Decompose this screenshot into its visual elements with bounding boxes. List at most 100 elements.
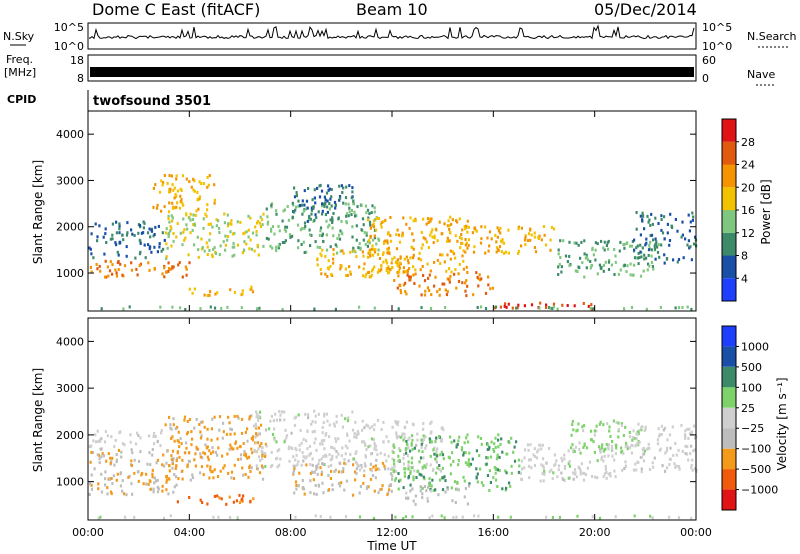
heatmap-cell	[279, 418, 282, 422]
heatmap-cell	[165, 270, 168, 274]
heatmap-cell	[248, 415, 252, 419]
heatmap-cell	[364, 204, 368, 208]
heatmap-cell	[237, 416, 240, 420]
heatmap-cell	[309, 463, 312, 466]
heatmap-cell	[402, 456, 405, 460]
heatmap-cell	[265, 444, 268, 448]
heatmap-cell	[309, 244, 312, 248]
heatmap-cell	[635, 246, 638, 250]
heatmap-cell	[409, 449, 412, 453]
heatmap-cell	[462, 451, 466, 455]
heatmap-cell	[260, 423, 263, 427]
heatmap-cell	[529, 458, 532, 462]
heatmap-cell	[160, 209, 163, 213]
heatmap-cell	[121, 442, 124, 446]
heatmap-cell	[634, 462, 637, 466]
heatmap-cell	[432, 448, 435, 452]
heatmap-cell	[243, 240, 246, 244]
heatmap-cell	[167, 235, 170, 238]
heatmap-cell	[142, 226, 145, 230]
heatmap-cell	[147, 243, 150, 247]
heatmap-cell	[372, 219, 376, 223]
heatmap-cell	[114, 268, 117, 272]
heatmap-cell	[355, 450, 358, 454]
heatmap-cell	[278, 229, 281, 233]
heatmap-cell	[658, 255, 661, 259]
heatmap-cell	[336, 251, 339, 255]
heatmap-cell	[100, 490, 104, 494]
heatmap-cell	[344, 267, 347, 271]
freq-label-line1: Freq.	[6, 53, 34, 66]
heatmap-cell	[183, 238, 186, 242]
heatmap-cell	[200, 420, 203, 424]
heatmap-cell	[229, 222, 232, 226]
heatmap-cell	[500, 250, 503, 254]
heatmap-cell	[304, 412, 307, 416]
heatmap-cell	[258, 471, 262, 475]
heatmap-cell	[111, 456, 114, 460]
heatmap-cell	[643, 452, 646, 456]
heatmap-cell	[265, 236, 268, 240]
heatmap-cell	[98, 264, 101, 268]
heatmap-cell	[578, 467, 581, 471]
heatmap-cell	[413, 446, 416, 450]
heatmap-cell	[572, 450, 575, 454]
heatmap-cell	[231, 447, 234, 451]
heatmap-cell	[467, 461, 470, 465]
heatmap-cell	[494, 467, 497, 471]
heatmap-cell	[186, 420, 189, 423]
heatmap-cell	[425, 489, 428, 493]
heatmap-cell	[165, 255, 168, 259]
heatmap-cell	[300, 243, 303, 246]
heatmap-cell	[488, 445, 491, 449]
heatmap-cell	[264, 442, 267, 446]
heatmap-cell	[684, 237, 687, 241]
heatmap-cell	[89, 482, 92, 486]
heatmap-cell	[650, 212, 653, 216]
heatmap-cell	[206, 245, 209, 249]
heatmap-cell	[261, 454, 264, 458]
heatmap-cell	[182, 217, 185, 221]
heatmap-cell	[100, 455, 103, 459]
heatmap-cell	[249, 500, 252, 504]
heatmap-cell	[508, 481, 511, 485]
heatmap-cell	[88, 493, 91, 496]
heatmap-cell	[588, 460, 592, 464]
heatmap-cell	[464, 451, 467, 455]
heatmap-cell	[213, 201, 216, 205]
heatmap-cell	[369, 226, 372, 230]
heatmap-cell	[374, 476, 377, 480]
heatmap-cell	[325, 432, 328, 436]
heatmap-cell	[512, 450, 515, 454]
heatmap-cell	[426, 217, 429, 221]
heatmap-cell	[480, 442, 483, 446]
heatmap-cell	[578, 447, 581, 451]
heatmap-cell	[439, 253, 442, 257]
heatmap-cell	[373, 236, 377, 240]
heatmap-cell	[439, 262, 442, 265]
heatmap-cell	[642, 269, 645, 273]
heatmap-cell	[308, 453, 311, 457]
heatmap-cell	[368, 220, 372, 224]
heatmap-cell	[343, 488, 346, 492]
heatmap-cell	[178, 206, 182, 210]
heatmap-cell	[403, 474, 406, 478]
heatmap-cell	[520, 459, 523, 463]
heatmap-cell	[346, 419, 350, 423]
heatmap-cell	[411, 515, 414, 519]
heatmap-cell	[402, 283, 405, 287]
heatmap-cell	[611, 440, 614, 443]
heatmap-cell	[415, 476, 418, 480]
heatmap-cell	[506, 452, 509, 456]
heatmap-cell	[151, 472, 154, 476]
heatmap-cell	[420, 473, 423, 477]
heatmap-cell	[429, 439, 432, 443]
heatmap-cell	[213, 306, 217, 310]
heatmap-cell	[194, 464, 197, 468]
heatmap-cell	[494, 233, 497, 237]
heatmap-cell	[607, 239, 610, 243]
heatmap-cell	[414, 494, 417, 498]
heatmap-cell	[96, 239, 99, 243]
heatmap-cell	[602, 449, 605, 453]
